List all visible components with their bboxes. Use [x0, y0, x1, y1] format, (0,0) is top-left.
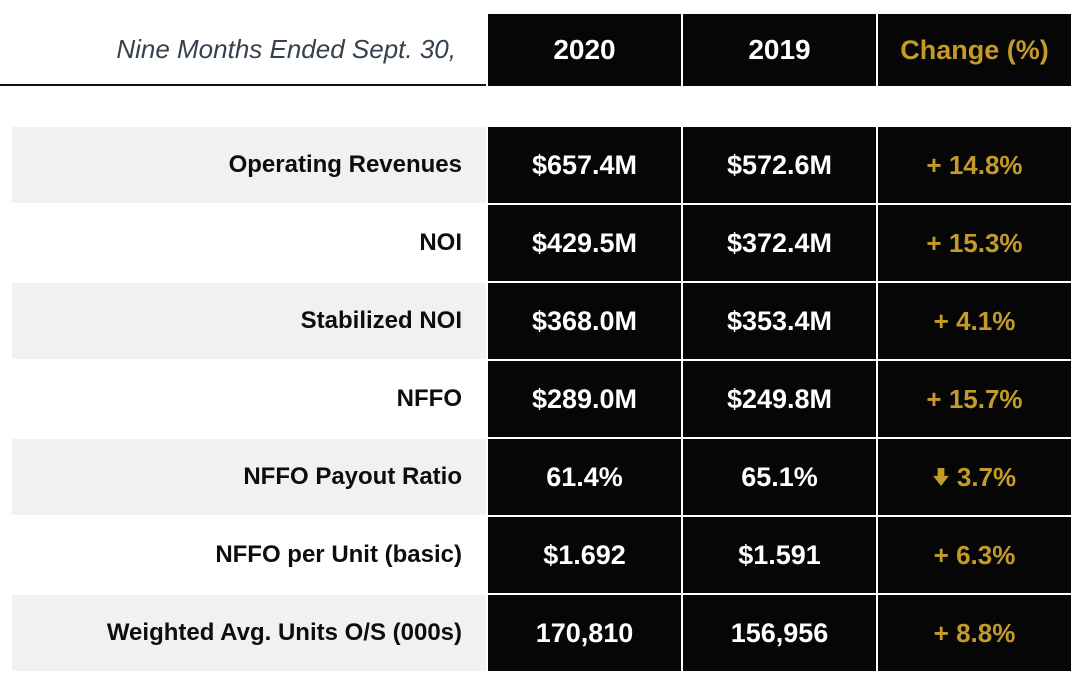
- value-change: + 8.8%: [878, 595, 1071, 671]
- header-body-gap: [0, 86, 1083, 127]
- row-label: NFFO: [396, 385, 462, 412]
- column-header-change: Change (%): [878, 14, 1071, 86]
- value-2020: $429.5M: [488, 205, 681, 281]
- row-label: NOI: [419, 229, 462, 256]
- change-text: + 15.3%: [926, 227, 1023, 258]
- row-label: Stabilized NOI: [0, 283, 486, 359]
- change-text: + 15.7%: [926, 383, 1023, 414]
- value-change: + 6.3%: [878, 517, 1071, 593]
- value-2020: $368.0M: [488, 283, 681, 359]
- table-body: Operating Revenues $657.4M $572.6M + 14.…: [0, 127, 1083, 671]
- change-text: 3.7%: [956, 461, 1017, 492]
- row-label: Operating Revenues: [0, 127, 486, 203]
- value-2019: 65.1%: [683, 439, 876, 515]
- change-text: + 8.8%: [933, 617, 1016, 648]
- row-label: NFFO Payout Ratio: [0, 439, 486, 515]
- row-label: NFFO per Unit (basic): [215, 541, 462, 568]
- value-2020: $657.4M: [488, 127, 681, 203]
- value-2020: $1.692: [488, 517, 681, 593]
- value-2019: $353.4M: [683, 283, 876, 359]
- value-change: + 4.1%: [878, 283, 1071, 359]
- value-change: + 14.8%: [878, 127, 1071, 203]
- down-arrow-icon: [932, 468, 949, 486]
- row-label: Weighted Avg. Units O/S (000s): [0, 595, 486, 671]
- value-2020: 170,810: [488, 595, 681, 671]
- value-2020: $289.0M: [488, 361, 681, 437]
- period-label: Nine Months Ended Sept. 30,: [0, 14, 486, 86]
- value-2019: $572.6M: [683, 127, 876, 203]
- value-2019: $372.4M: [683, 205, 876, 281]
- value-2019: $249.8M: [683, 361, 876, 437]
- column-header-2020: 2020: [488, 14, 681, 86]
- column-header-2019: 2019: [683, 14, 876, 86]
- table-header-row: Nine Months Ended Sept. 30, 2020 2019 Ch…: [0, 14, 1083, 86]
- value-change: 3.7%: [878, 439, 1071, 515]
- value-2019: 156,956: [683, 595, 876, 671]
- value-2019: $1.591: [683, 517, 876, 593]
- value-change: + 15.3%: [878, 205, 1071, 281]
- change-text: + 4.1%: [933, 305, 1016, 336]
- value-change: + 15.7%: [878, 361, 1071, 437]
- change-text: + 14.8%: [926, 149, 1023, 180]
- value-2020: 61.4%: [488, 439, 681, 515]
- change-text: + 6.3%: [933, 539, 1016, 570]
